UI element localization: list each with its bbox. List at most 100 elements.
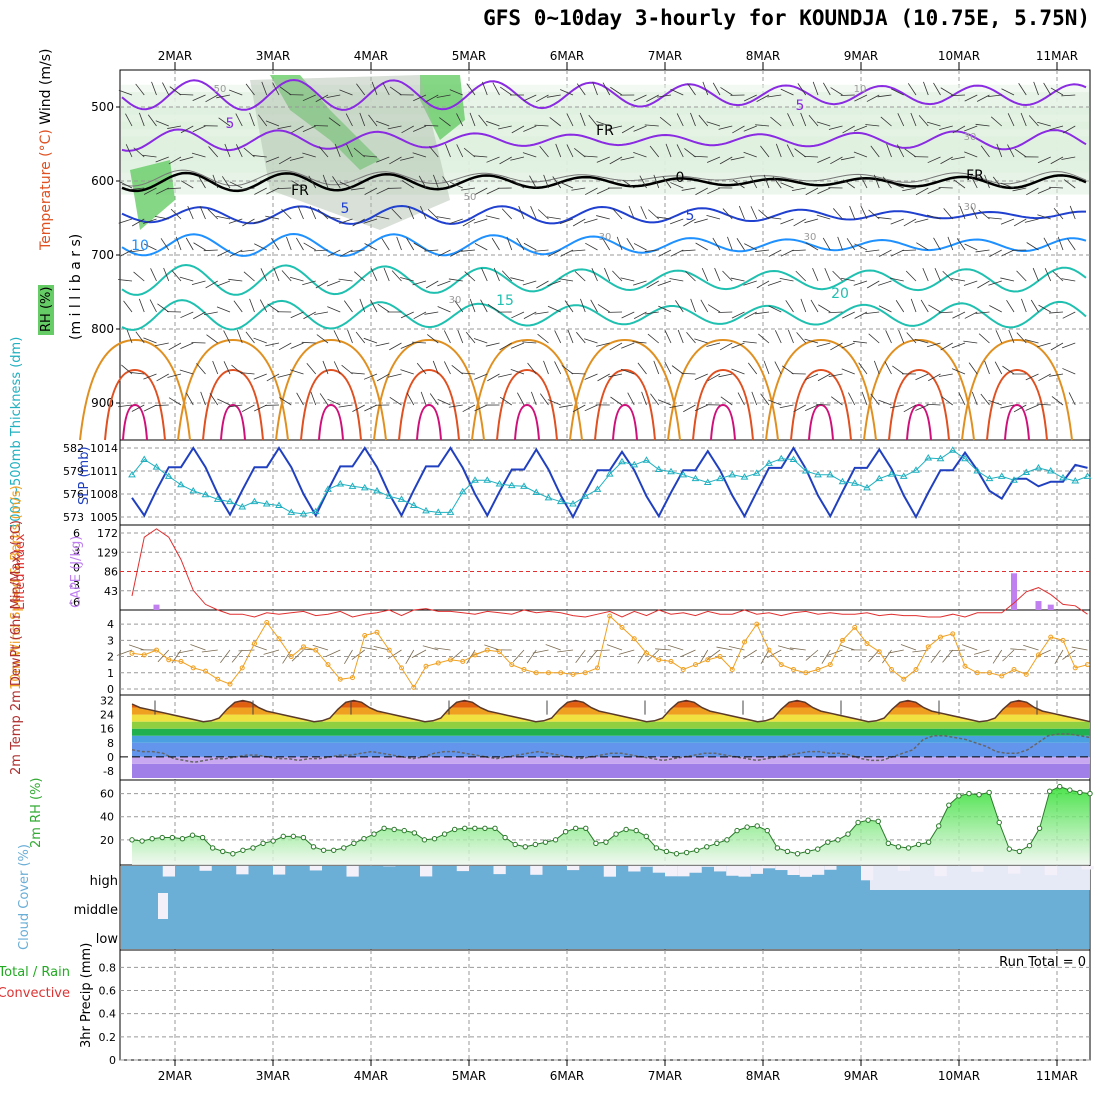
- thickness-marker: [446, 508, 455, 515]
- wind-barb: [818, 304, 831, 313]
- wind-barb: [1018, 83, 1027, 96]
- wind-barb: [978, 209, 990, 220]
- rh-point: [845, 831, 851, 837]
- millibars-label: (m i l l i b a r s): [68, 234, 84, 340]
- wind-barb: [327, 249, 341, 257]
- rh-point: [895, 844, 902, 850]
- wind-barb: [940, 342, 953, 351]
- wind-barb: [212, 174, 219, 189]
- wind-barb: [840, 94, 855, 96]
- warm-contour: [122, 403, 148, 441]
- wind-barb: [686, 332, 696, 344]
- rh-point: [149, 836, 155, 842]
- rh-point: [371, 831, 377, 837]
- wind-barb: [531, 391, 537, 406]
- dewpoint-line: [131, 733, 1091, 763]
- wind-barb: [119, 249, 133, 257]
- wind-barb: [1037, 214, 1051, 220]
- wind-barb: [375, 215, 390, 220]
- rh-point: [159, 834, 165, 841]
- rh-point: [552, 837, 559, 843]
- wind-barb: [228, 218, 243, 224]
- wind-barb: [984, 360, 990, 375]
- wind-barb: [772, 176, 782, 189]
- rh-point: [1026, 842, 1033, 849]
- rh-point: [290, 833, 297, 840]
- wind-barb: [245, 83, 255, 96]
- precip-total-label: Total / Rain: [0, 965, 70, 980]
- wind-barb: [229, 181, 243, 189]
- thickness-marker: [826, 470, 835, 478]
- wind-barb: [670, 249, 684, 257]
- wind-barb: [890, 88, 904, 96]
- wind-barb: [208, 146, 219, 158]
- cape-tick-label: 129: [97, 546, 118, 559]
- thickness-marker: [936, 454, 945, 462]
- warm-contour: [177, 338, 289, 441]
- rh-point: [401, 827, 407, 834]
- wind-barb: [1002, 365, 1015, 375]
- wind-speed-point: [337, 676, 343, 682]
- pressure-tick-label: 900: [91, 396, 114, 410]
- thickness-marker: [740, 473, 749, 480]
- rh-point: [754, 823, 760, 829]
- wind-barb: [493, 267, 500, 282]
- wind-barb: [559, 218, 574, 225]
- wind-barb: [658, 305, 672, 313]
- wind-speed-point: [448, 657, 453, 663]
- slp-axis-labels: 1000~500mb Thickness (dm): [9, 337, 24, 530]
- wind-barb: [596, 156, 610, 163]
- wind-barb: [706, 121, 721, 127]
- wind-barb: [597, 304, 610, 313]
- wind-barb: [1043, 237, 1052, 251]
- wind-barb: [890, 218, 904, 225]
- date-label-top: 8MAR: [746, 49, 781, 63]
- warm-contour: [275, 338, 387, 441]
- wind-barb: [928, 304, 941, 313]
- wind-barb: [657, 216, 672, 220]
- wind-barb: [1066, 238, 1076, 251]
- thickness-marker: [654, 465, 663, 472]
- surface-wind-barb: [231, 649, 243, 663]
- rh-axis-label: RH (%): [38, 285, 54, 335]
- thickness-marker: [912, 466, 920, 473]
- surface-wind-barb: [291, 649, 304, 662]
- wind-barb: [804, 218, 819, 224]
- wind-barb: [816, 121, 831, 127]
- surface-wind-barb: [805, 649, 819, 661]
- wind-speed-point: [154, 647, 159, 653]
- thickness-marker: [961, 454, 969, 462]
- thickness-marker: [973, 467, 982, 474]
- wind-barb: [461, 372, 476, 375]
- wind-barb: [162, 82, 170, 96]
- rh-point: [603, 839, 609, 845]
- wind-barb: [572, 404, 586, 413]
- precip-tick-label: 0.8: [99, 961, 117, 974]
- wind-barb: [767, 216, 782, 220]
- wind-barb: [698, 114, 709, 127]
- contour-label: FR: [966, 168, 984, 184]
- wind-barb: [400, 369, 414, 375]
- upper-ylabel: Temperature (°C) Wind (m/s): [38, 48, 54, 251]
- wind-barb: [443, 330, 451, 344]
- wind-barb: [774, 361, 782, 375]
- wind-speed-point: [791, 667, 796, 673]
- wind-barb: [130, 249, 145, 253]
- surface-wind-barb: [373, 645, 390, 651]
- wind-barb: [363, 218, 378, 224]
- wind-barb: [588, 114, 598, 127]
- wind-speed-point: [570, 671, 576, 677]
- wind-barb: [1049, 373, 1064, 377]
- wind-barb: [934, 267, 941, 282]
- wind-barb: [780, 88, 794, 96]
- warm-contour: [318, 403, 344, 441]
- wind-barb: [181, 180, 194, 189]
- wind-barb: [1007, 113, 1015, 127]
- thickness-marker: [1046, 467, 1055, 474]
- wind-barb: [732, 179, 745, 189]
- wind-barb: [730, 277, 745, 282]
- wind-barb: [523, 311, 537, 320]
- wind-barb: [235, 113, 243, 127]
- cloud-gap: [236, 866, 249, 875]
- wind-barb: [1069, 205, 1076, 220]
